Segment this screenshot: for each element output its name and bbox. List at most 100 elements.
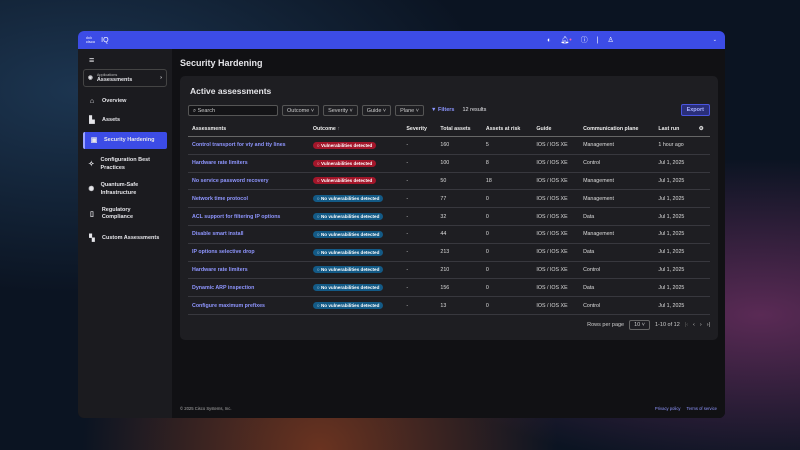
table-cell: 0	[481, 189, 533, 209]
table-cell: Jul 1, 2025	[654, 189, 695, 209]
table-row[interactable]: IP options selective drop ○ No vulnerabil…	[188, 243, 710, 262]
table-cell: Data	[579, 278, 655, 298]
table-row[interactable]: Hardware rate limiters ○ Vulnerabilities …	[188, 154, 710, 173]
last-page-icon[interactable]: ›|	[706, 321, 710, 328]
filter-label: Outcome	[287, 107, 310, 114]
table-row[interactable]: ACL support for filtering IP options ○ No…	[188, 207, 710, 226]
status-icon: ○	[316, 178, 321, 184]
outcome-cell: ○ No vulnerabilities detected	[308, 207, 403, 226]
filter-outcome[interactable]: Outcome ˅	[282, 104, 320, 116]
table-row[interactable]: No service password recovery ○ Vulnerabil…	[188, 172, 710, 191]
column-label: Last run	[658, 126, 680, 132]
sidebar-item-quantum-safe-infrastructure[interactable]: ✺ Quantum-Safe Infrastructure	[83, 178, 167, 201]
sidebar-item-security-hardening[interactable]: ▣ Security Hardening	[83, 131, 167, 150]
terms-link[interactable]: Terms of service	[686, 406, 717, 411]
column-settings-icon[interactable]: ⚙	[694, 122, 710, 137]
sidebar-item-overview[interactable]: ⌂ Overview	[83, 93, 167, 110]
privacy-link[interactable]: Privacy policy	[654, 406, 681, 411]
home-icon: ⌂	[89, 98, 95, 105]
assessment-link[interactable]: Disable smart install	[188, 225, 309, 244]
column-label: Guide	[536, 126, 552, 132]
assessment-link[interactable]: Control transport for vty and tty lines	[188, 136, 309, 155]
user-icon[interactable]: ♙	[607, 37, 614, 44]
bell-icon[interactable]: 🔔︎•	[560, 37, 572, 44]
status-icon[interactable]: ◐	[547, 36, 552, 44]
table-cell: Management	[579, 136, 655, 155]
app-selector[interactable]: ◉ Applications Assessments ›	[83, 69, 167, 87]
rows-per-page-select[interactable]: 10 ˅	[629, 319, 650, 330]
outcome-cell: ○ No vulnerabilities detected	[308, 296, 403, 315]
column-header[interactable]: Communication plane	[579, 122, 655, 137]
help-icon[interactable]: ⓘ	[580, 37, 588, 44]
table-row[interactable]: Disable smart install ○ No vulnerabilitie…	[188, 225, 710, 244]
status-label: Vulnerabilities detected	[320, 178, 373, 184]
filter-guide[interactable]: Guide ˅	[361, 104, 392, 116]
sidebar-item-regulatory-compliance[interactable]: ▯ Regulatory Compliance	[83, 203, 167, 226]
table-row[interactable]: Network time protocol ○ No vulnerabilitie…	[188, 189, 710, 209]
table-cell: IOS / IOS XE	[532, 154, 580, 173]
column-header[interactable]: Last run	[654, 122, 695, 137]
table-cell: Data	[579, 207, 655, 226]
first-page-icon[interactable]: |‹	[684, 321, 689, 328]
menu-icon[interactable]: ≡	[89, 55, 95, 65]
table-cell: -	[402, 225, 437, 244]
column-header[interactable]: Assets at risk	[481, 122, 533, 137]
table-cell: 0	[481, 225, 533, 244]
table-row[interactable]: Dynamic ARP inspection ○ No vulnerabiliti…	[188, 278, 710, 298]
rows-per-page-value: 10	[634, 321, 641, 328]
filter-severity[interactable]: Severity ˅	[323, 104, 358, 116]
column-header[interactable]: Guide	[532, 122, 580, 137]
status-icon: ○	[316, 285, 321, 291]
assessment-link[interactable]: ACL support for filtering IP options	[188, 207, 309, 226]
sidebar-item-custom-assessments[interactable]: ▚ Custom Assessments	[83, 230, 167, 247]
table-row[interactable]: Control transport for vty and tty lines ○…	[188, 136, 710, 155]
table-cell: -	[402, 243, 437, 262]
sidebar-item-configuration-best-practices[interactable]: ✧ Configuration Best Practices	[83, 153, 167, 176]
column-label: Total assets	[440, 126, 471, 132]
assessment-link[interactable]: Hardware rate limiters	[188, 261, 309, 280]
outcome-cell: ○ No vulnerabilities detected	[308, 261, 403, 280]
outcome-cell: ○ No vulnerabilities detected	[308, 225, 403, 244]
table-cell	[694, 172, 710, 191]
status-badge: ○ No vulnerabilities detected	[312, 266, 384, 274]
assessment-link[interactable]: Configure maximum prefixes	[188, 296, 309, 315]
prev-page-icon[interactable]: ‹	[693, 321, 695, 328]
filter-plane[interactable]: Plane ˅	[395, 104, 424, 116]
table-row[interactable]: Configure maximum prefixes ○ No vulnerabi…	[188, 296, 710, 315]
status-icon: ○	[316, 196, 321, 202]
status-label: No vulnerabilities detected	[320, 285, 380, 291]
blocks-icon: ▚	[89, 234, 95, 242]
cisco-logo: ılıılı cisco	[86, 35, 96, 44]
column-header[interactable]: Severity	[402, 122, 437, 137]
column-header[interactable]: Total assets	[436, 122, 482, 137]
assessment-link[interactable]: IP options selective drop	[188, 243, 309, 262]
status-badge: ○ No vulnerabilities detected	[312, 195, 384, 203]
table-cell: -	[402, 189, 437, 209]
next-page-icon[interactable]: ›	[699, 321, 702, 328]
filters-button[interactable]: ▼ Filters	[431, 107, 455, 113]
chevron-down-icon[interactable]: ⌄	[712, 37, 717, 43]
table-cell: 5	[481, 136, 533, 155]
assessment-link[interactable]: Dynamic ARP inspection	[188, 278, 309, 298]
assessment-link[interactable]: No service password recovery	[188, 172, 309, 191]
table-cell: -	[402, 172, 437, 191]
outcome-cell: ○ Vulnerabilities detected	[308, 172, 403, 191]
assessment-link[interactable]: Network time protocol	[188, 189, 309, 209]
sidebar-item-label: Quantum-Safe Infrastructure	[100, 182, 139, 196]
table-cell: IOS / IOS XE	[532, 207, 580, 226]
column-header[interactable]: Assessments	[188, 122, 309, 137]
card-title: Active assessments	[190, 86, 272, 96]
table-cell: Management	[579, 172, 655, 191]
column-label: Communication plane	[583, 126, 639, 132]
status-badge: ○ Vulnerabilities detected	[312, 141, 377, 149]
table-row[interactable]: Hardware rate limiters ○ No vulnerabiliti…	[188, 261, 710, 280]
column-header[interactable]: Outcome ↑	[308, 122, 403, 137]
page-title: Security Hardening	[180, 58, 263, 68]
table-cell	[694, 154, 710, 173]
assessment-link[interactable]: Hardware rate limiters	[188, 154, 309, 173]
footer: © 2025 Cisco Systems, Inc. Privacy polic…	[180, 406, 717, 411]
export-button[interactable]: Export	[680, 104, 710, 116]
search-input[interactable]: ⌕ Search	[188, 104, 278, 116]
table-cell	[694, 207, 710, 226]
sidebar-item-assets[interactable]: ▙ Assets	[83, 112, 167, 129]
